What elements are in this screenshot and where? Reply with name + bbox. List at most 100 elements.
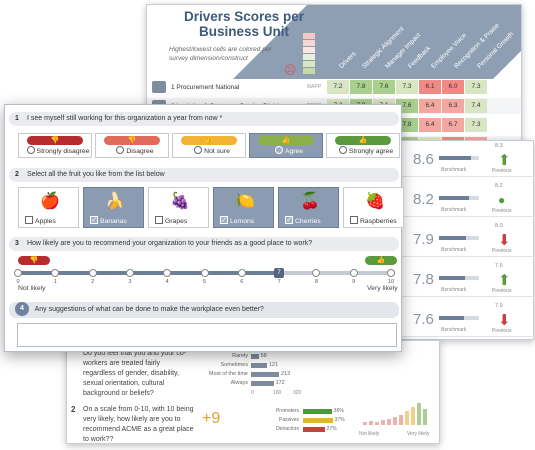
heatmap-cell: 7.6 [373,80,395,94]
benchmark-label: Benchmark [441,167,467,173]
agreement-option-row: Agree [254,146,324,155]
scale-option[interactable] [163,269,172,277]
heatmap-cell: 7.3 [465,80,487,94]
scale-option[interactable] [88,269,97,277]
scale-high-label: Very likely [367,285,398,292]
agreement-option[interactable]: 👎 Strongly disagree [18,133,92,158]
fruit-option-label: Grapes [165,217,188,225]
thumbs-down-icon: 👎 [104,136,160,145]
report-option-bar [251,372,279,377]
scale-option[interactable] [387,269,395,277]
agreement-option[interactable]: 👎 Disagree [95,133,169,158]
radio-button[interactable] [26,146,35,154]
question-4-text: Any suggestions of what can be done to m… [34,306,264,313]
trend-up-icon: ⬆ [498,272,511,289]
question-4-header: 4 Any suggestions of what can be done to… [9,302,399,318]
heatmap-cell: 7.3 [465,118,487,132]
agreement-option[interactable]: 👍 Strongly agree [326,133,400,158]
radio-button[interactable] [274,146,283,154]
fruit-option[interactable]: 🍋 ✓ Lemons [213,187,274,228]
scale-option[interactable] [312,269,321,277]
apple-icon: 🍎 [40,193,60,210]
agreement-option-row: Strongly disagree [23,146,93,155]
heatmap-cell: 7.4 [465,99,487,113]
scale-option[interactable] [237,269,246,277]
report-panel: Do you feel that you and your co-workers… [66,340,440,444]
nps-category-bar [303,427,325,432]
question-3-number: 3 [15,240,19,247]
previous-score: 8.2 [495,183,503,189]
fruit-option[interactable]: 🍇 Grapes [148,187,209,228]
previous-score: 8.0 [495,223,503,229]
previous-label: Previous [492,168,512,174]
nps-category-label: Passives [278,417,299,423]
checkbox[interactable]: ✓ [285,216,293,224]
nps-histogram-bar [387,419,391,425]
checkbox[interactable]: ✓ [90,216,98,224]
scale-number: 10 [387,279,395,285]
nps-histogram-bar [405,411,409,425]
report-option-label: Always [230,380,248,386]
nps-histogram-bar [381,420,385,425]
radio-button[interactable] [338,146,347,154]
suggestions-textarea[interactable] [17,323,397,347]
heatmap-cell: 7.3 [396,80,418,94]
agreement-option[interactable]: 👍 Not sure [172,133,246,158]
scale-option[interactable] [14,269,22,277]
scale-number: 3 [128,279,132,285]
scale-option[interactable] [349,269,358,277]
agreement-option[interactable]: 👍 Agree [249,133,323,158]
radio-button[interactable] [194,146,203,154]
nps-score: +9 [202,410,221,427]
trend-up-icon: ⬆ [498,152,511,169]
fruit-option[interactable]: 🍒 ✓ Cherries [278,187,339,228]
scale-number: 8 [314,279,318,285]
score-value: 7.8 [413,271,434,288]
question-1-number: 1 [15,115,19,122]
report-question-2: On a scale from 0-10, with 10 being very… [83,406,194,443]
fruit-option[interactable]: 🍓 Raspberries [343,187,404,228]
fruit-option-row: Apples [25,216,56,225]
report-option-label: Sometimes [220,362,248,368]
question-1-text: I see myself still working for this orga… [26,115,223,122]
report-axis-0: 0 [251,390,254,396]
fruit-option-label: Raspberries [360,217,397,225]
likelihood-slider-fill [18,271,280,275]
scale-number: 0 [16,279,20,285]
previous-score: 7.6 [495,263,503,269]
question-4-number: 4 [15,302,29,317]
thumbs-up-icon: 👍 [335,136,391,145]
scale-option[interactable] [200,269,209,277]
checkbox[interactable]: ✓ [220,216,228,224]
question-1-header: 1 I see myself still working for this or… [9,112,399,126]
scale-option[interactable] [125,269,134,277]
nps-category-label: Detractors [275,426,299,432]
heatmap-legend [303,33,315,75]
checkbox[interactable] [25,216,33,224]
heatmap-cell: 6.1 [419,80,441,94]
checkbox[interactable] [155,216,163,224]
fruit-option-label: Bananas [100,217,127,225]
nps-category-percent: 36% [333,408,344,414]
score-value: 7.6 [413,311,434,328]
raspberry-icon: 🍓 [365,193,385,210]
score-value: 8.6 [413,151,434,168]
fruit-option[interactable]: 🍎 Apples [18,187,79,228]
nps-category-bar [303,418,333,423]
fruit-option[interactable]: 🍌 ✓ Bananas [83,187,144,228]
heatmap-title: Drivers Scores per Business Unit [183,9,305,39]
checkbox[interactable] [350,216,358,224]
scale-option[interactable]: 7 [274,268,285,278]
scale-option[interactable] [51,269,60,277]
radio-button[interactable] [116,146,125,154]
business-unit-icon [152,81,166,93]
nps-histogram-bar [363,422,367,425]
agreement-option-label: Disagree [126,147,154,155]
report-option-bar [251,363,267,368]
heatmap-note: Highest/lowest cells are colored per sur… [169,46,272,62]
report-question-1: Do you feel that you and your co-workers… [83,350,187,397]
score-bar-fill [439,236,467,240]
scale-number: 9 [352,279,356,285]
previous-score: 8.3 [495,143,503,149]
grapes-icon: 🍇 [170,193,190,210]
